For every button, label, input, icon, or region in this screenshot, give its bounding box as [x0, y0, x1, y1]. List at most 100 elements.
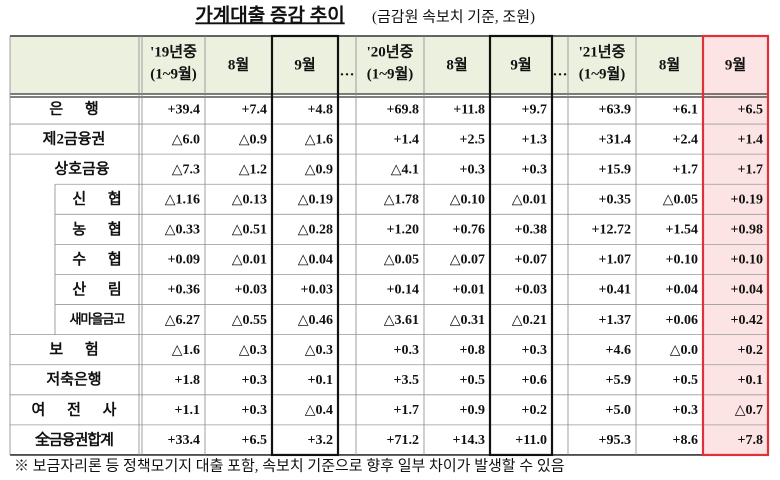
cell: +11.0: [515, 433, 547, 448]
cell: +6.5: [738, 102, 763, 117]
cell: △0.10: [450, 192, 485, 207]
cell: +0.09: [168, 253, 200, 268]
cell: +0.3: [394, 343, 419, 358]
cell: +1.4: [394, 132, 419, 147]
cell: +0.6: [522, 373, 547, 388]
column-header: 9월: [725, 56, 746, 73]
cell: +3.5: [394, 373, 419, 388]
cell: +1.7: [394, 403, 419, 418]
title-note: (금감원 속보치 기준, 조원): [372, 8, 535, 25]
row-label: 상호금융: [54, 161, 109, 178]
cell: △0.9: [305, 162, 333, 177]
cell: △0.3: [239, 343, 267, 358]
cell: △6.27: [165, 313, 200, 328]
cell: +0.3: [522, 343, 547, 358]
cell: +71.2: [387, 433, 419, 448]
column-header: '19년중: [150, 43, 197, 60]
cell: +0.5: [673, 373, 698, 388]
row-label: 全금융권합계: [34, 430, 113, 448]
row-label: 농 협: [72, 220, 121, 238]
cell: +3.2: [308, 433, 333, 448]
cell: +0.35: [599, 192, 631, 207]
cell: +0.42: [731, 313, 763, 328]
row-label: 보 험: [49, 341, 98, 358]
cell: +0.3: [522, 162, 547, 177]
column-header: '21년중: [579, 43, 626, 60]
cell: +1.7: [738, 162, 763, 177]
cell: △0.04: [298, 253, 333, 268]
cell: +4.8: [308, 102, 333, 117]
cell: +7.4: [242, 102, 267, 117]
cell: △0.7: [735, 403, 763, 418]
cell: +0.1: [738, 373, 763, 388]
cell: △0.0: [670, 343, 698, 358]
cell: △0.4: [305, 403, 333, 418]
row-label: 신 협: [72, 190, 121, 208]
cell: △0.19: [298, 192, 333, 207]
cell: △0.05: [384, 253, 419, 268]
cell: △0.01: [512, 192, 547, 207]
cell: +4.6: [606, 343, 631, 358]
cell: △1.6: [172, 343, 200, 358]
cell: +0.19: [731, 192, 763, 207]
cell: +0.01: [453, 283, 485, 298]
cell: +0.03: [235, 283, 267, 298]
column-header-sub: (1~9월): [367, 65, 414, 82]
cell: +1.37: [599, 313, 631, 328]
cell: +1.1: [175, 403, 200, 418]
separator: …: [340, 63, 355, 79]
cell: △0.01: [232, 253, 267, 268]
cell: △0.33: [165, 223, 200, 238]
title: 가계대출 증감 추이: [195, 4, 344, 26]
cell: +0.03: [515, 283, 547, 298]
cell: △0.07: [450, 253, 485, 268]
cell: +5.0: [606, 403, 631, 418]
column-header-sub: (1~9월): [150, 65, 197, 82]
cell: △0.55: [232, 313, 267, 328]
header-bg: [10, 36, 768, 94]
cell: △0.13: [232, 192, 267, 207]
column-box: [270, 34, 340, 457]
cell: △1.6: [305, 132, 333, 147]
cell: +1.7: [673, 162, 698, 177]
cell: +1.8: [175, 373, 200, 388]
column-header: 9월: [510, 56, 531, 73]
row-label: 저축은행: [46, 371, 101, 388]
cell: +0.98: [731, 223, 763, 238]
cell: △0.21: [512, 313, 547, 328]
column-header: 8월: [659, 56, 680, 73]
row-label: 수 협: [72, 250, 121, 268]
cell: +31.4: [599, 132, 631, 147]
cell: +0.04: [666, 283, 698, 298]
separator: …: [553, 63, 568, 79]
cell: +33.4: [168, 433, 200, 448]
cell: △7.3: [172, 162, 200, 177]
cell: +8.6: [673, 433, 698, 448]
column-header: 8월: [228, 56, 249, 73]
cell: △0.3: [305, 343, 333, 358]
cell: △4.1: [391, 162, 419, 177]
footnote: ※ 보금자리론 등 정책모기지 대출 포함, 속보치 기준으로 향후 일부 차이…: [14, 457, 565, 474]
cell: +2.4: [673, 132, 698, 147]
cell: +0.06: [666, 313, 698, 328]
highlight-bg: [703, 36, 768, 455]
column-box: [488, 34, 554, 457]
cell: △1.2: [239, 162, 267, 177]
cell: +1.3: [522, 132, 547, 147]
cell: △1.78: [384, 192, 419, 207]
cell: +9.7: [522, 102, 547, 117]
cell: +1.54: [666, 223, 698, 238]
row-label: 여 전 사: [32, 401, 117, 418]
cell: +69.8: [387, 102, 419, 117]
cell: +12.72: [592, 223, 631, 238]
cell: +0.36: [168, 283, 200, 298]
cell: △0.05: [663, 192, 698, 207]
cell: +2.5: [460, 132, 485, 147]
column-header-sub: (1~9월): [579, 65, 626, 82]
cell: +6.5: [242, 433, 267, 448]
cell: +39.4: [168, 102, 200, 117]
cell: +0.07: [515, 253, 547, 268]
cell: +0.3: [242, 403, 267, 418]
